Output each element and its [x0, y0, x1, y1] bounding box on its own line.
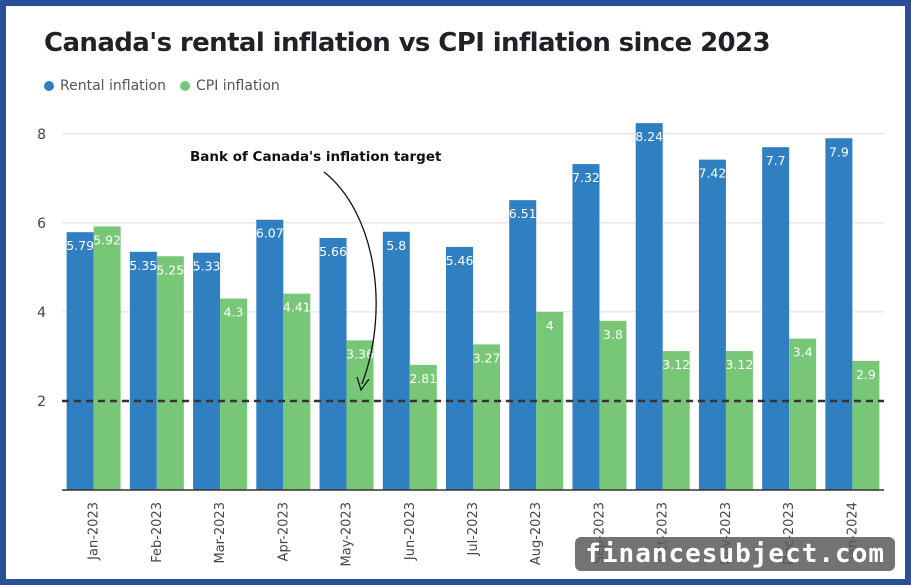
bar-rental — [698, 159, 726, 490]
data-label: 3.36 — [346, 346, 374, 361]
data-label: 7.9 — [829, 144, 849, 159]
bar-cpi — [346, 340, 374, 490]
bar-cpi — [662, 351, 690, 490]
data-label: 7.42 — [699, 166, 727, 181]
bar-rental — [635, 123, 663, 490]
bar-rental — [572, 164, 600, 491]
bar-cpi — [789, 338, 817, 490]
bar-cpi — [220, 298, 248, 490]
y-tick-label: 2 — [37, 394, 46, 410]
bar-cpi — [93, 226, 121, 490]
legend-item-rental: Rental inflation — [44, 78, 166, 94]
bar-rental — [319, 237, 347, 490]
bar-rental — [66, 232, 94, 490]
bar-cpi — [599, 320, 627, 490]
data-label: 6.07 — [256, 226, 284, 241]
data-label: 8.24 — [635, 129, 663, 144]
bar-rental — [509, 200, 537, 490]
x-tick-label: Aug-2023 — [529, 502, 544, 565]
data-label: 5.92 — [93, 232, 121, 247]
bar-cpi — [473, 344, 500, 490]
data-label: 3.8 — [603, 327, 623, 342]
y-tick-label: 6 — [37, 216, 46, 232]
bar-rental — [446, 246, 473, 490]
data-label: 7.32 — [572, 170, 600, 185]
legend-item-cpi: CPI inflation — [179, 78, 280, 94]
bar-rental — [129, 251, 157, 490]
data-label: 3.12 — [662, 357, 690, 372]
legend-label-cpi: CPI inflation — [195, 78, 280, 94]
data-label: 4.41 — [283, 300, 311, 315]
data-label: 5.79 — [66, 238, 94, 253]
data-label: 5.8 — [386, 238, 406, 253]
data-label: 3.12 — [726, 357, 754, 372]
data-label: 7.7 — [766, 153, 786, 168]
data-label: 3.27 — [473, 350, 501, 365]
annotation-arrowhead — [356, 376, 370, 392]
bar-rental — [825, 138, 853, 490]
data-label: 2.9 — [856, 367, 876, 382]
bar-chart: 2 4 6 8 5.79 5.92 Jan-2023 5.35 5.25 Feb-2023 5.33… — [37, 123, 884, 566]
x-tick-label: Jun-2023 — [403, 502, 418, 561]
x-tick-label: Feb-2023 — [150, 502, 165, 563]
target-annotation: Bank of Canada's inflation target — [190, 149, 442, 165]
data-label: 5.46 — [446, 253, 474, 268]
x-tick-label: Jan-2023 — [87, 502, 102, 561]
data-label: 5.25 — [156, 262, 184, 277]
x-tick-label: Jul-2023 — [466, 502, 481, 556]
x-tick-label: May-2023 — [340, 502, 355, 566]
y-tick-label: 8 — [37, 127, 46, 143]
data-label: 4 — [546, 318, 554, 333]
bar-rental — [193, 252, 221, 490]
x-tick-label: Apr-2023 — [276, 502, 291, 561]
legend-swatch-cpi — [179, 81, 190, 91]
bar-cpi — [725, 351, 753, 490]
data-label: 5.66 — [319, 244, 347, 259]
y-tick-label: 4 — [37, 305, 46, 321]
bar-cpi — [852, 360, 880, 490]
data-label: 5.33 — [193, 259, 221, 274]
bar-cpi — [156, 256, 184, 490]
bar-rental — [762, 147, 790, 490]
x-tick-label: Mar-2023 — [213, 502, 228, 563]
watermark: financesubject.com — [575, 537, 895, 571]
bar-rental — [382, 231, 410, 490]
annotation-arrow — [323, 171, 377, 385]
chart-frame: Canada's rental inflation vs CPI inflati… — [6, 6, 905, 579]
chart-legend: Rental inflation CPI inflation — [44, 78, 280, 94]
data-label: 6.51 — [509, 206, 537, 221]
data-label: 5.35 — [129, 258, 157, 273]
data-label: 3.4 — [793, 345, 813, 360]
legend-label-rental: Rental inflation — [60, 78, 166, 94]
data-label: 2.81 — [409, 371, 437, 386]
bar-rental — [256, 219, 284, 490]
bar-cpi — [409, 364, 437, 490]
legend-swatch-rental — [44, 81, 54, 91]
chart-title: Canada's rental inflation vs CPI inflati… — [44, 28, 771, 58]
bar-cpi — [283, 293, 311, 490]
data-label: 4.3 — [224, 305, 244, 320]
